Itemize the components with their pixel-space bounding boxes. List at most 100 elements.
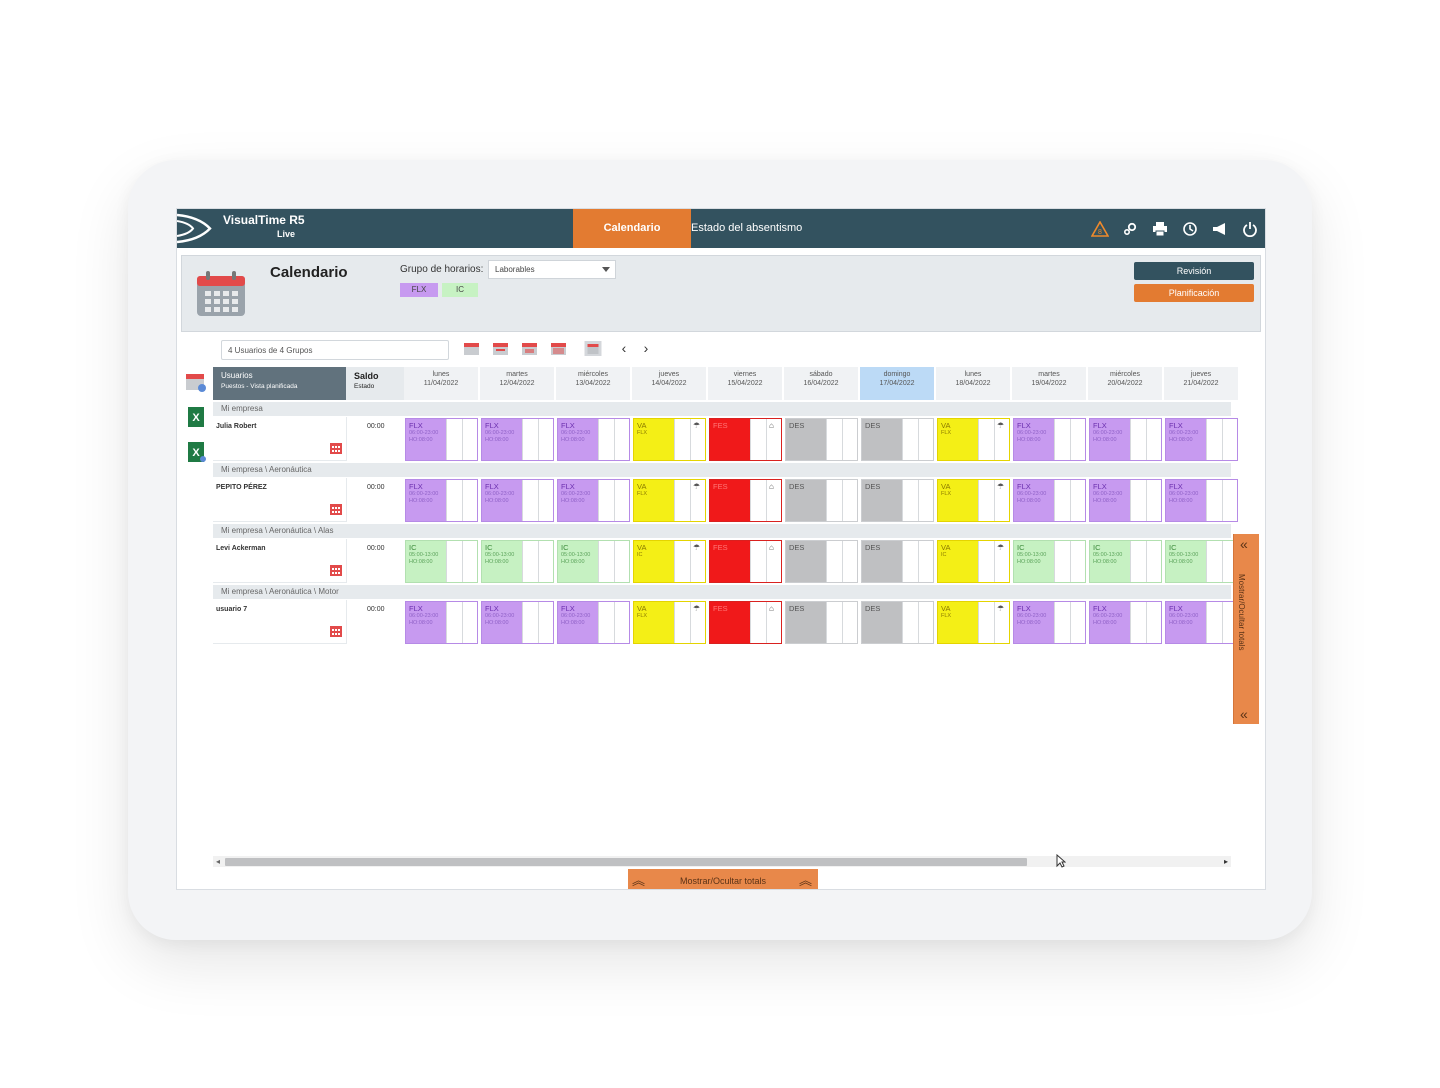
shift-cell[interactable]: VA FLX ☂ (937, 601, 1010, 644)
user-count-field[interactable]: 4 Usuarios de 4 Grupos (221, 340, 449, 360)
shift-cell[interactable]: FLX 06:00-23:00 HO:08:00 (481, 418, 554, 461)
schedule-group-select[interactable]: Laborables (488, 260, 616, 279)
shift-cell[interactable]: FLX 06:00-23:00 HO:08:00 (1089, 479, 1162, 522)
shift-cell[interactable]: IC 05:00-13:00 HO:08:00 (481, 540, 554, 583)
shift-cell[interactable]: VA FLX ☂ (633, 479, 706, 522)
shift-cell[interactable]: DES (861, 479, 934, 522)
calendar-export-icon[interactable] (185, 371, 207, 393)
user-calendar-icon[interactable] (330, 626, 342, 637)
warning-icon[interactable]: 8 (1091, 220, 1109, 238)
next-arrow-icon[interactable]: › (643, 340, 649, 356)
shift-cell[interactable]: FES ⌂ (709, 601, 782, 644)
scroll-right-icon[interactable]: ▸ (1223, 857, 1228, 866)
shift-cell[interactable]: FLX 06:00-23:00 HO:08:00 (557, 479, 630, 522)
scroll-left-icon[interactable]: ◂ (216, 857, 221, 866)
shift-cell[interactable]: FLX 06:00-23:00 HO:08:00 (405, 479, 478, 522)
shift-slot (1130, 480, 1146, 521)
user-calendar-icon[interactable] (330, 504, 342, 515)
review-button[interactable]: Revisión (1134, 262, 1254, 280)
planning-button[interactable]: Planificación (1134, 284, 1254, 302)
shift-code: FLX (561, 482, 575, 491)
shift-cell[interactable]: VA IC ☂ (937, 540, 1010, 583)
shift-cell[interactable]: FES ⌂ (709, 418, 782, 461)
scrollbar-thumb[interactable] (225, 858, 1027, 866)
shift-cell[interactable]: FLX 06:00-23:00 HO:08:00 (1013, 479, 1086, 522)
user-cell[interactable]: Levi Ackerman (213, 539, 346, 583)
day-header[interactable]: miércoles 13/04/2022 (556, 367, 631, 400)
shift-cell[interactable]: FLX 06:00-23:00 HO:08:00 (405, 601, 478, 644)
shift-cell[interactable]: FLX 06:00-23:00 HO:08:00 (481, 601, 554, 644)
right-totals-toggle[interactable]: « Mostrar/Ocultar totals « (1233, 534, 1259, 724)
shift-cell[interactable]: IC 05:00-13:00 HO:08:00 (1165, 540, 1238, 583)
prev-arrow-icon[interactable]: ‹ (621, 340, 627, 356)
bottom-totals-toggle[interactable]: ︽ Mostrar/Ocultar totals ︽ (628, 869, 818, 889)
user-cell[interactable]: PEPITO PÉREZ (213, 478, 346, 522)
day-header[interactable]: domingo 17/04/2022 (860, 367, 935, 400)
excel-export-icon[interactable]: X (185, 406, 207, 428)
view-custom-icon[interactable] (579, 340, 607, 356)
shift-cell[interactable]: FLX 06:00-23:00 HO:08:00 (557, 418, 630, 461)
shift-code: FES (713, 482, 728, 491)
excel-import-icon[interactable]: X (185, 441, 207, 463)
shift-cell[interactable]: FLX 06:00-23:00 HO:08:00 (481, 479, 554, 522)
chip-flx[interactable]: FLX (400, 283, 438, 297)
shift-cell[interactable]: DES (861, 601, 934, 644)
view-month-icon[interactable] (550, 341, 567, 356)
user-calendar-icon[interactable] (330, 565, 342, 576)
print-icon[interactable] (1151, 220, 1169, 238)
user-calendar-icon[interactable] (330, 443, 342, 454)
shift-cell[interactable]: IC 05:00-13:00 HO:08:00 (1089, 540, 1162, 583)
shift-cell[interactable]: FLX 06:00-23:00 HO:08:00 (1165, 601, 1238, 644)
history-icon[interactable] (1181, 220, 1199, 238)
shift-cell[interactable]: DES (861, 418, 934, 461)
shift-cell[interactable]: FLX 06:00-23:00 HO:08:00 (405, 418, 478, 461)
shift-fill: DES (862, 541, 902, 582)
shift-cell[interactable]: FLX 06:00-23:00 HO:08:00 (1013, 418, 1086, 461)
user-cell[interactable]: usuario 7 (213, 600, 346, 644)
tab-calendario[interactable]: Calendario (573, 209, 691, 248)
shift-cell[interactable]: DES (785, 540, 858, 583)
view-week-icon[interactable] (492, 341, 509, 356)
shift-cell[interactable]: DES (785, 601, 858, 644)
horizontal-scrollbar[interactable]: ◂ ▸ (213, 856, 1231, 867)
users-column-header[interactable]: Usuarios Puestos - Vista planificada (213, 367, 346, 400)
shift-cell[interactable]: FES ⌂ (709, 540, 782, 583)
shift-cell[interactable]: FLX 06:00-23:00 HO:08:00 (1089, 601, 1162, 644)
shift-cell[interactable]: FES ⌂ (709, 479, 782, 522)
shift-cell[interactable]: IC 05:00-13:00 HO:08:00 (557, 540, 630, 583)
shift-hours: HO:08:00 (485, 620, 509, 626)
shift-cell[interactable]: VA FLX ☂ (937, 418, 1010, 461)
shift-cell[interactable]: FLX 06:00-23:00 HO:08:00 (1013, 601, 1086, 644)
day-date: 12/04/2022 (499, 380, 535, 387)
power-icon[interactable] (1241, 220, 1259, 238)
day-header[interactable]: lunes 11/04/2022 (404, 367, 479, 400)
shift-cell[interactable]: FLX 06:00-23:00 HO:08:00 (1165, 479, 1238, 522)
shift-cell[interactable]: FLX 06:00-23:00 HO:08:00 (557, 601, 630, 644)
view-day-icon[interactable] (463, 341, 480, 356)
day-header[interactable]: martes 19/04/2022 (1012, 367, 1087, 400)
user-cell[interactable]: Julia Robert (213, 417, 346, 461)
view-twoweek-icon[interactable] (521, 341, 538, 356)
day-header[interactable]: martes 12/04/2022 (480, 367, 555, 400)
chip-ic[interactable]: IC (442, 283, 478, 297)
shift-cell[interactable]: VA FLX ☂ (937, 479, 1010, 522)
settings-icon[interactable] (1121, 220, 1139, 238)
shift-cell[interactable]: IC 05:00-13:00 HO:08:00 (405, 540, 478, 583)
shift-cell[interactable]: VA FLX ☂ (633, 418, 706, 461)
shift-cell[interactable]: FLX 06:00-23:00 HO:08:00 (1165, 418, 1238, 461)
megaphone-icon[interactable] (1211, 220, 1229, 238)
day-header[interactable]: miércoles 20/04/2022 (1088, 367, 1163, 400)
shift-cell[interactable]: FLX 06:00-23:00 HO:08:00 (1089, 418, 1162, 461)
day-header[interactable]: jueves 14/04/2022 (632, 367, 707, 400)
day-header[interactable]: jueves 21/04/2022 (1164, 367, 1239, 400)
shift-cell[interactable]: DES (861, 540, 934, 583)
shift-cell[interactable]: DES (785, 418, 858, 461)
day-header[interactable]: viernes 15/04/2022 (708, 367, 783, 400)
shift-cell[interactable]: IC 05:00-13:00 HO:08:00 (1013, 540, 1086, 583)
tab-estado-absentismo[interactable]: Estado del absentismo (691, 222, 803, 234)
shift-cell[interactable]: VA IC ☂ (633, 540, 706, 583)
shift-cell[interactable]: VA FLX ☂ (633, 601, 706, 644)
shift-cell[interactable]: DES (785, 479, 858, 522)
day-header[interactable]: lunes 18/04/2022 (936, 367, 1011, 400)
day-header[interactable]: sábado 16/04/2022 (784, 367, 859, 400)
